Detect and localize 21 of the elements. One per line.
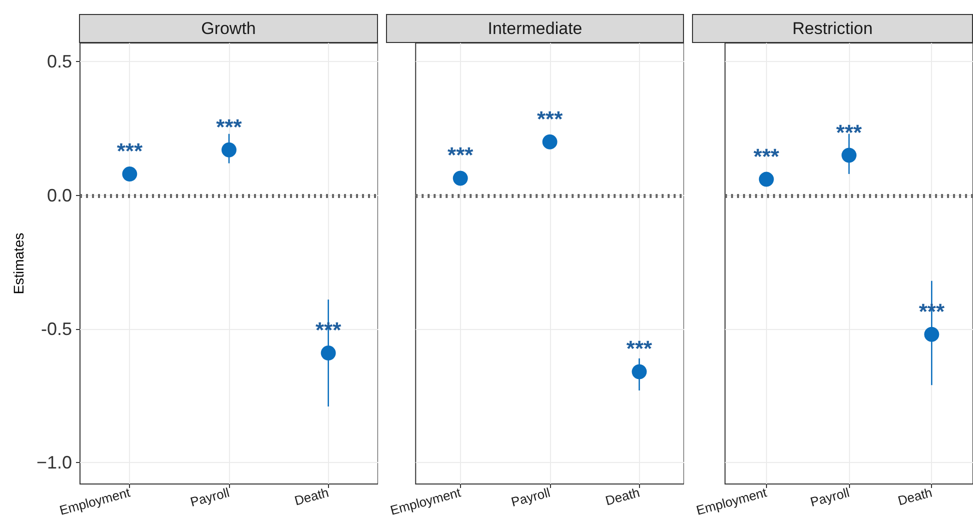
x-tick-label: Death (604, 484, 642, 508)
y-axis-title: Estimates (10, 232, 27, 294)
chart-title: Restriction (692, 14, 973, 43)
y-tick-label: 0.5 (46, 52, 72, 72)
y-tick-label: −1.0 (36, 452, 72, 473)
y-tick-label: -0.5 (40, 318, 72, 339)
annotation: *** (116, 138, 143, 164)
annotation: *** (216, 114, 242, 140)
x-tick-label: Payroll (808, 484, 852, 510)
x-tick-label: Payroll (188, 484, 232, 510)
annotation: *** (448, 142, 474, 168)
x-tick-label: Death (292, 484, 330, 508)
annotation: *** (536, 106, 564, 132)
x-tick-label: Payroll (509, 484, 552, 510)
annotation: *** (754, 144, 780, 169)
annotation: *** (836, 120, 862, 145)
y-tick-label: 0.0 (46, 185, 72, 206)
chart-title: Intermediate (386, 14, 684, 43)
x-tick-label: Death (896, 484, 934, 508)
chart-title: Growth (79, 14, 378, 43)
annotation: *** (626, 336, 653, 362)
